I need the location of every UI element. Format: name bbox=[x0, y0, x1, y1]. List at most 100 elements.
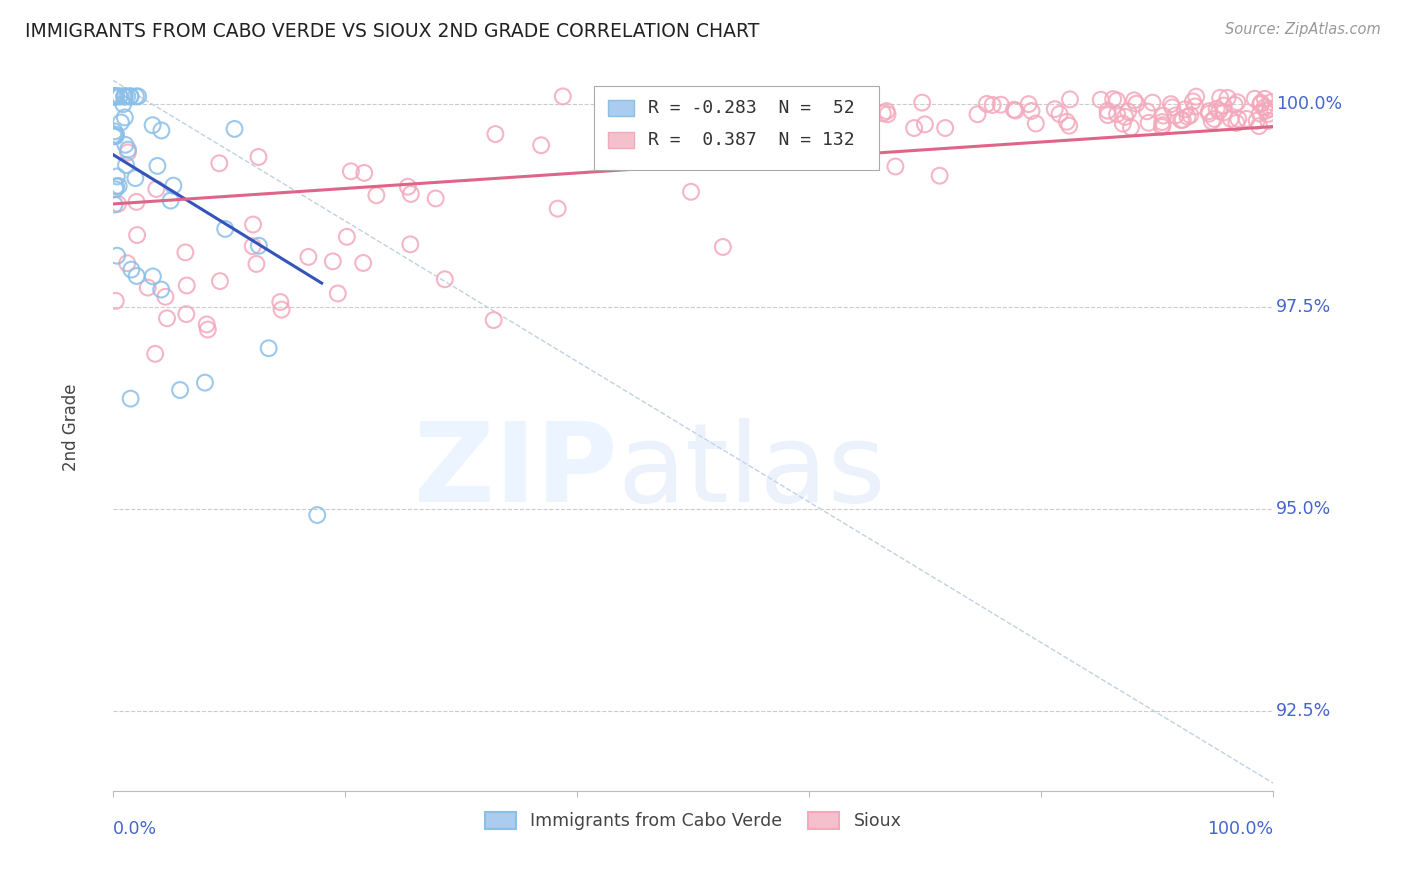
Point bbox=[1056, 114, 1078, 128]
Point bbox=[1152, 118, 1174, 132]
Point bbox=[1226, 95, 1249, 110]
Point bbox=[1249, 97, 1271, 112]
Point bbox=[1137, 116, 1160, 130]
Point bbox=[120, 89, 142, 103]
Point bbox=[247, 150, 270, 164]
Point bbox=[176, 307, 198, 321]
Point bbox=[1170, 113, 1192, 128]
Point bbox=[103, 89, 125, 103]
Legend: Immigrants from Cabo Verde, Sioux: Immigrants from Cabo Verde, Sioux bbox=[478, 805, 908, 838]
Point bbox=[1257, 113, 1279, 128]
Point bbox=[1254, 100, 1277, 114]
Text: 97.5%: 97.5% bbox=[1275, 298, 1331, 316]
Point bbox=[107, 197, 129, 211]
Text: 2nd Grade: 2nd Grade bbox=[62, 384, 80, 472]
Point bbox=[1057, 119, 1080, 133]
Point bbox=[127, 227, 149, 242]
Point bbox=[911, 95, 934, 110]
Point bbox=[105, 128, 128, 142]
Point bbox=[1236, 112, 1258, 126]
Point bbox=[734, 91, 756, 105]
Point bbox=[297, 250, 319, 264]
Point bbox=[105, 249, 128, 263]
Point bbox=[1043, 102, 1066, 116]
Point bbox=[1097, 103, 1119, 118]
Point bbox=[484, 127, 506, 141]
Text: R = -0.283  N =  52: R = -0.283 N = 52 bbox=[648, 99, 855, 117]
Point bbox=[322, 254, 344, 268]
Point bbox=[104, 293, 127, 308]
Point bbox=[208, 156, 231, 170]
Point bbox=[136, 280, 159, 294]
Point bbox=[245, 257, 267, 271]
Point bbox=[530, 138, 553, 153]
Point bbox=[103, 89, 125, 103]
Point bbox=[425, 191, 447, 205]
Point bbox=[981, 98, 1004, 112]
Point bbox=[195, 318, 218, 332]
Point bbox=[1227, 112, 1250, 126]
Point bbox=[876, 104, 898, 119]
Point bbox=[679, 185, 702, 199]
Point bbox=[114, 89, 136, 103]
Point bbox=[115, 256, 138, 270]
Point bbox=[1090, 93, 1112, 107]
Point bbox=[884, 160, 907, 174]
Point bbox=[103, 129, 125, 144]
Point bbox=[107, 179, 129, 194]
Point bbox=[1123, 93, 1146, 107]
Point bbox=[242, 218, 264, 232]
Point bbox=[108, 89, 131, 103]
Point bbox=[1180, 108, 1202, 122]
Point bbox=[105, 89, 128, 103]
Point bbox=[1209, 91, 1232, 105]
Point bbox=[127, 89, 149, 103]
Point bbox=[1105, 94, 1128, 108]
Point bbox=[966, 107, 988, 121]
Point bbox=[1004, 103, 1026, 118]
Point bbox=[396, 179, 419, 194]
Point bbox=[1219, 112, 1241, 126]
Point bbox=[353, 166, 375, 180]
Point bbox=[1102, 92, 1125, 106]
Point bbox=[105, 179, 128, 194]
Point bbox=[711, 240, 734, 254]
Point bbox=[112, 97, 135, 112]
Point bbox=[1247, 119, 1270, 133]
Point bbox=[307, 508, 329, 522]
Point bbox=[1204, 112, 1226, 126]
Point bbox=[1243, 92, 1265, 106]
Point bbox=[1114, 110, 1136, 124]
Point bbox=[352, 256, 374, 270]
Point bbox=[1212, 105, 1234, 120]
Point bbox=[613, 118, 636, 132]
Text: atlas: atlas bbox=[617, 417, 886, 524]
Point bbox=[1201, 114, 1223, 128]
Point bbox=[399, 237, 422, 252]
Text: IMMIGRANTS FROM CABO VERDE VS SIOUX 2ND GRADE CORRELATION CHART: IMMIGRANTS FROM CABO VERDE VS SIOUX 2ND … bbox=[25, 22, 759, 41]
Text: 0.0%: 0.0% bbox=[112, 821, 157, 838]
Point bbox=[103, 197, 125, 211]
Point bbox=[831, 89, 853, 103]
Point bbox=[1059, 92, 1081, 106]
Text: R =  0.387  N = 132: R = 0.387 N = 132 bbox=[648, 131, 855, 150]
Point bbox=[1205, 102, 1227, 116]
Point bbox=[270, 302, 292, 317]
Point bbox=[208, 274, 231, 288]
Point bbox=[104, 89, 127, 103]
Point bbox=[547, 202, 569, 216]
Point bbox=[114, 89, 136, 103]
Point bbox=[1257, 107, 1279, 121]
Point bbox=[242, 239, 264, 253]
Point bbox=[104, 182, 127, 196]
Point bbox=[224, 122, 246, 136]
Point bbox=[257, 341, 280, 355]
Point bbox=[104, 89, 127, 103]
Point bbox=[934, 121, 956, 136]
Point bbox=[928, 169, 950, 183]
Point bbox=[1212, 98, 1234, 112]
Point bbox=[1025, 116, 1047, 130]
Point bbox=[1152, 109, 1174, 123]
Point bbox=[1152, 115, 1174, 129]
Point bbox=[1177, 110, 1199, 124]
